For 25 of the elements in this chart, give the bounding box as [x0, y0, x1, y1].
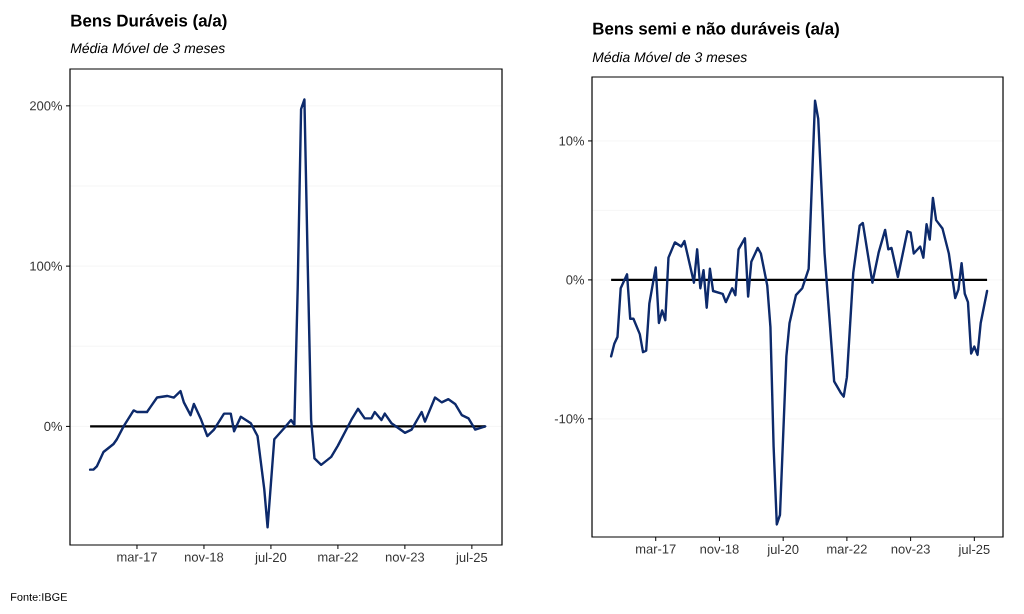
x-tick-label: jul-20: [254, 552, 287, 565]
y-tick-label: 10%: [559, 136, 585, 146]
y-tick-label: 0%: [566, 275, 585, 285]
y-tick-label: 0%: [44, 421, 63, 431]
x-tick-label: nov-18: [700, 544, 739, 554]
chart-title: Bens Duráveis (a/a): [71, 14, 227, 30]
line-series: [88, 98, 487, 529]
source-note: Fonte:IBGE: [11, 593, 67, 601]
chart-title: Bens semi e não duráveis (a/a): [593, 22, 839, 38]
y-tick-label: 100%: [30, 261, 63, 271]
x-tick-label: jul-25: [958, 544, 990, 557]
x-tick-label: nov-23: [891, 544, 930, 554]
x-tick-label: mar-17: [117, 552, 157, 562]
chart-subtitle: Média Móvel de 3 meses: [70, 42, 225, 54]
y-tick-label: 200%: [30, 101, 63, 111]
line-series: [609, 99, 989, 526]
x-tick-label: mar-17: [636, 544, 676, 554]
x-tick-label: nov-18: [185, 552, 224, 562]
x-tick-label: jul-25: [455, 552, 488, 565]
x-tick-label: mar-22: [318, 552, 358, 562]
x-tick-label: jul-20: [767, 544, 799, 557]
x-tick-label: nov-23: [385, 552, 425, 562]
y-tick-label: -10%: [554, 414, 585, 424]
x-tick-label: mar-22: [827, 544, 867, 554]
chart-subtitle: Média Móvel de 3 meses: [592, 51, 747, 63]
